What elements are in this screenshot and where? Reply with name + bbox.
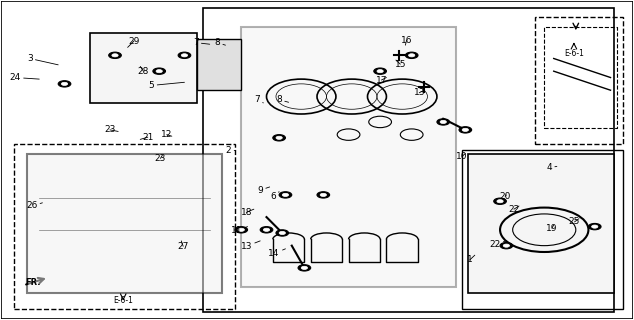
Circle shape <box>317 192 330 198</box>
Text: 7: 7 <box>193 38 210 47</box>
Circle shape <box>377 69 384 73</box>
Circle shape <box>153 68 165 74</box>
Circle shape <box>279 231 285 235</box>
Text: 1: 1 <box>467 255 475 264</box>
Text: 18: 18 <box>240 208 254 217</box>
Circle shape <box>61 82 68 85</box>
Polygon shape <box>27 154 223 293</box>
Text: 29: 29 <box>127 36 139 47</box>
Circle shape <box>459 127 472 133</box>
Polygon shape <box>197 39 242 90</box>
Text: 19: 19 <box>546 224 557 233</box>
Circle shape <box>112 54 118 57</box>
Text: 10: 10 <box>456 152 468 161</box>
Text: 12: 12 <box>161 130 172 139</box>
Text: 25: 25 <box>569 217 580 226</box>
Text: 13: 13 <box>240 241 260 251</box>
Text: 9: 9 <box>257 186 269 195</box>
Circle shape <box>260 227 273 233</box>
Circle shape <box>437 119 450 125</box>
Text: 17: 17 <box>375 76 387 84</box>
Text: 26: 26 <box>26 202 42 211</box>
Text: E-6-1: E-6-1 <box>113 296 133 305</box>
Circle shape <box>503 244 510 247</box>
Polygon shape <box>469 154 614 293</box>
Circle shape <box>181 54 188 57</box>
Bar <box>204 8 614 312</box>
Circle shape <box>301 266 307 269</box>
Text: 27: 27 <box>178 241 189 251</box>
Text: 14: 14 <box>268 249 285 258</box>
Circle shape <box>494 198 507 204</box>
Text: 6: 6 <box>270 192 279 201</box>
Text: 8: 8 <box>214 38 226 47</box>
Circle shape <box>273 135 285 141</box>
Circle shape <box>276 230 288 236</box>
Text: 15: 15 <box>394 60 406 69</box>
Circle shape <box>282 193 288 196</box>
Circle shape <box>156 69 162 73</box>
Circle shape <box>238 228 245 231</box>
Circle shape <box>276 136 282 140</box>
Text: FR.: FR. <box>25 278 41 287</box>
Text: 23: 23 <box>104 125 118 134</box>
Text: 7: 7 <box>254 95 263 104</box>
Circle shape <box>263 228 269 231</box>
Text: 23: 23 <box>155 154 166 163</box>
Text: 20: 20 <box>500 192 511 201</box>
Circle shape <box>235 227 247 233</box>
Circle shape <box>374 68 387 74</box>
Circle shape <box>279 192 292 198</box>
Circle shape <box>497 200 503 203</box>
Circle shape <box>108 52 121 59</box>
Polygon shape <box>90 33 197 103</box>
Circle shape <box>592 225 598 228</box>
Text: 22: 22 <box>508 205 520 214</box>
Circle shape <box>298 265 311 271</box>
Text: 13: 13 <box>413 88 425 97</box>
Text: 24: 24 <box>10 73 39 82</box>
Circle shape <box>588 223 601 230</box>
Text: E-6-1: E-6-1 <box>564 49 584 58</box>
Circle shape <box>58 81 71 87</box>
Text: 8: 8 <box>276 95 288 104</box>
Text: 21: 21 <box>140 133 153 142</box>
Circle shape <box>405 52 418 59</box>
Circle shape <box>500 243 513 249</box>
Circle shape <box>178 52 191 59</box>
Bar <box>14 144 235 309</box>
Text: 2: 2 <box>226 146 235 155</box>
Bar <box>462 150 623 309</box>
Text: 22: 22 <box>489 240 507 249</box>
Circle shape <box>440 120 446 124</box>
Text: 16: 16 <box>401 36 412 45</box>
Circle shape <box>462 128 469 132</box>
Text: 28: 28 <box>138 67 149 76</box>
Text: 5: 5 <box>149 81 184 90</box>
Text: 11: 11 <box>231 226 247 235</box>
Text: 4: 4 <box>547 164 557 172</box>
Circle shape <box>320 193 327 196</box>
Circle shape <box>408 54 415 57</box>
Polygon shape <box>242 27 456 287</box>
Text: 3: 3 <box>27 54 58 65</box>
Bar <box>534 17 623 144</box>
